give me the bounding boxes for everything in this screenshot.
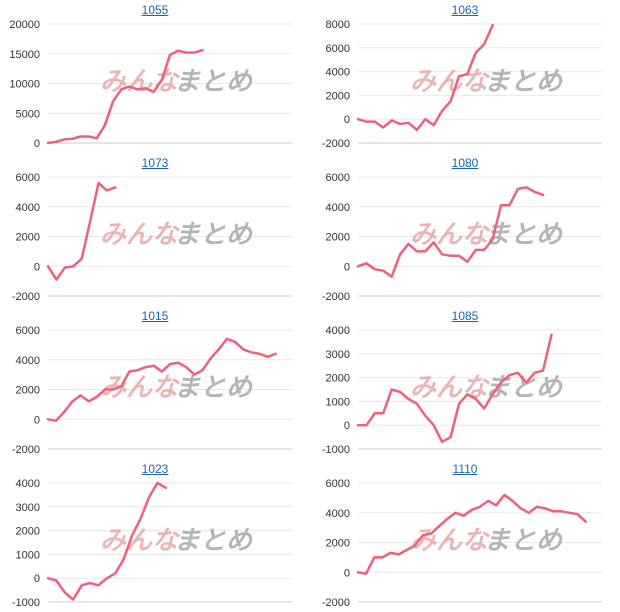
- y-tick-label: 6000: [326, 478, 350, 490]
- series-line: [356, 493, 587, 575]
- watermark-left-text: みんな: [410, 526, 491, 556]
- y-tick-label: 2000: [326, 373, 350, 385]
- series-line: [46, 337, 277, 422]
- chart-panel: -2000 0 2000 4000 6000 みんな まとめ 1080: [310, 153, 620, 306]
- chart-title-link[interactable]: 1055: [141, 3, 169, 17]
- y-tick-label: 0: [34, 414, 40, 426]
- y-tick-label: 0: [34, 573, 40, 585]
- series-line: [356, 186, 545, 278]
- chart-title-link[interactable]: 1023: [141, 462, 169, 476]
- y-tick-label: 3000: [16, 502, 40, 514]
- series-line: [46, 48, 204, 145]
- y-tick-label: 0: [344, 114, 350, 126]
- y-tick-label: -2000: [322, 597, 350, 609]
- y-tick-label: 20000: [9, 19, 40, 31]
- chart-title-link[interactable]: 1080: [451, 156, 479, 170]
- chart-title-link[interactable]: 1110: [452, 462, 478, 476]
- y-tick-label: 4000: [326, 325, 350, 337]
- y-tick-label: 6000: [16, 172, 40, 184]
- chart-title-link[interactable]: 1063: [451, 3, 479, 17]
- y-tick-label: 1000: [16, 549, 40, 561]
- y-tick-label: 2000: [326, 232, 350, 244]
- series-line: [356, 333, 553, 444]
- y-tick-label: 15000: [9, 49, 40, 61]
- chart-panel: -2000 0 2000 4000 6000 8000 みんな まとめ 1063: [310, 0, 620, 153]
- y-tick-label: 10000: [9, 79, 40, 91]
- y-tick-label: 2000: [16, 526, 40, 538]
- chart-title-link[interactable]: 1073: [141, 156, 169, 170]
- chart-title-link[interactable]: 1085: [451, 309, 479, 323]
- chart-panel: -1000 0 1000 2000 3000 4000 みんな まとめ 1085: [310, 306, 620, 459]
- y-tick-label: 6000: [16, 325, 40, 337]
- watermark-left-text: みんな: [100, 373, 181, 403]
- y-tick-label: 4000: [16, 202, 40, 214]
- y-tick-label: -2000: [322, 291, 350, 303]
- watermark-left-text: みんな: [100, 220, 181, 250]
- chart-panel: 0 5000 10000 15000 20000 みんな まとめ 1055: [0, 0, 310, 153]
- watermark-right-text: まとめ: [174, 526, 253, 556]
- y-tick-label: 4000: [326, 67, 350, 79]
- watermark-right-text: まとめ: [174, 373, 253, 403]
- chart-panel: -2000 0 2000 4000 6000 みんな まとめ 1110: [310, 459, 620, 612]
- y-tick-label: 4000: [16, 478, 40, 490]
- y-tick-label: 4000: [326, 508, 350, 520]
- series-line: [356, 23, 494, 132]
- y-tick-label: -1000: [12, 597, 40, 609]
- chart-panel: -2000 0 2000 4000 6000 みんな まとめ 1015: [0, 306, 310, 459]
- y-tick-label: -2000: [322, 138, 350, 150]
- y-tick-label: 0: [344, 420, 350, 432]
- y-tick-label: 6000: [326, 172, 350, 184]
- watermark-left-text: みんな: [410, 67, 491, 97]
- watermark-right-text: まとめ: [174, 220, 253, 250]
- series-line: [46, 181, 117, 281]
- y-tick-label: 4000: [326, 202, 350, 214]
- y-tick-label: 1000: [326, 396, 350, 408]
- y-tick-label: 3000: [326, 349, 350, 361]
- y-tick-label: 0: [34, 261, 40, 273]
- y-tick-label: -2000: [12, 291, 40, 303]
- chart-title-link[interactable]: 1015: [141, 309, 169, 323]
- y-tick-label: -1000: [322, 444, 350, 456]
- watermark-right-text: まとめ: [484, 67, 563, 97]
- series-line: [46, 481, 168, 601]
- watermark-left-text: みんな: [410, 220, 491, 250]
- y-tick-label: 5000: [16, 108, 40, 120]
- y-tick-label: 2000: [326, 538, 350, 550]
- y-tick-label: 2000: [16, 232, 40, 244]
- y-tick-label: 6000: [326, 43, 350, 55]
- y-tick-label: 2000: [16, 385, 40, 397]
- watermark-left-text: みんな: [100, 526, 181, 556]
- y-tick-label: 4000: [16, 355, 40, 367]
- y-tick-label: 0: [344, 261, 350, 273]
- watermark-right-text: まとめ: [174, 67, 253, 97]
- y-tick-label: 0: [344, 567, 350, 579]
- watermark-left-text: みんな: [410, 373, 491, 403]
- y-tick-label: 2000: [326, 90, 350, 102]
- chart-panel: -1000 0 1000 2000 3000 4000 みんな まとめ 1023: [0, 459, 310, 612]
- watermark-right-text: まとめ: [484, 526, 563, 556]
- y-tick-label: 8000: [326, 19, 350, 31]
- chart-panel: -2000 0 2000 4000 6000 みんな まとめ 1073: [0, 153, 310, 306]
- y-tick-label: -2000: [12, 444, 40, 456]
- y-tick-label: 0: [34, 138, 40, 150]
- watermark-left-text: みんな: [100, 67, 181, 97]
